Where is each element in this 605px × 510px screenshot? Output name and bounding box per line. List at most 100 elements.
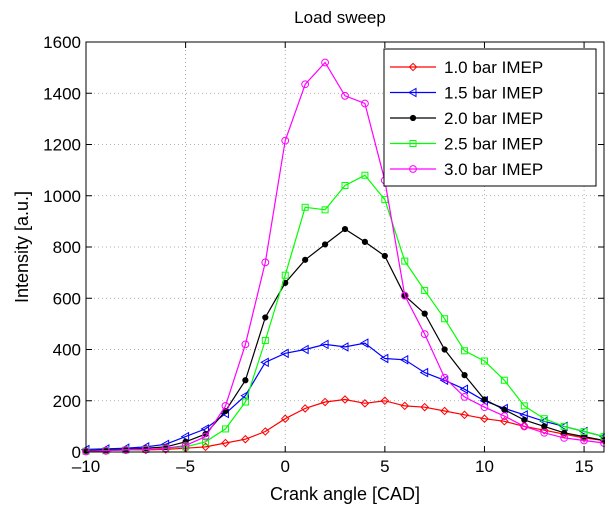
data-point	[460, 393, 469, 401]
y-tick-label: 0	[72, 443, 81, 462]
data-point	[560, 434, 569, 442]
legend-label: 1.5 bar IMEP	[444, 84, 543, 103]
legend-label: 1.0 bar IMEP	[444, 58, 543, 77]
data-point	[141, 445, 150, 454]
data-point	[540, 415, 548, 423]
y-axis: 0 200 400 600 800 1000 1200 1400 1600	[43, 33, 604, 462]
data-point	[541, 423, 548, 430]
data-point	[461, 347, 469, 355]
data-point	[401, 257, 409, 265]
data-point	[520, 402, 528, 410]
y-axis-label: Intensity [a.u.]	[12, 191, 32, 303]
data-point	[420, 330, 429, 339]
x-axis-label: Crank angle [CAD]	[270, 484, 420, 504]
data-point	[261, 258, 270, 267]
data-point	[121, 446, 130, 454]
data-point	[320, 339, 329, 350]
data-point	[560, 422, 568, 430]
data-point	[580, 436, 588, 445]
data-point	[221, 425, 229, 433]
y-tick-label: 1200	[43, 136, 81, 155]
data-point	[440, 406, 449, 416]
data-point	[360, 399, 370, 408]
series-line	[85, 342, 605, 450]
data-point	[300, 404, 310, 413]
y-tick-label: 200	[53, 392, 81, 411]
x-tick-label: –5	[176, 457, 195, 476]
data-point	[280, 414, 290, 423]
data-point	[461, 372, 468, 379]
data-point	[539, 425, 549, 435]
data-point	[580, 428, 588, 435]
data-point	[320, 397, 330, 407]
data-point	[321, 206, 329, 214]
data-point	[440, 373, 449, 382]
data-point	[262, 314, 269, 321]
data-point	[520, 422, 529, 431]
data-point	[400, 291, 409, 300]
legend: 1.0 bar IMEP 1.5 bar IMEP 2.0 bar IMEP 2.5 …	[383, 48, 597, 187]
data-point	[441, 315, 449, 323]
chart-title: Load sweep	[294, 8, 386, 27]
legend-entry: 2.0 bar IMEP	[390, 109, 543, 128]
data-point	[460, 410, 469, 420]
data-point	[441, 346, 448, 353]
data-point	[419, 367, 429, 378]
data-point	[281, 271, 289, 279]
data-point	[221, 401, 230, 410]
data-point	[400, 401, 410, 411]
x-tick-label: 10	[475, 457, 494, 476]
data-point	[521, 416, 528, 424]
data-point	[399, 354, 409, 365]
legend-marker	[407, 87, 417, 98]
data-point	[380, 396, 390, 406]
data-point	[359, 338, 369, 348]
data-point	[260, 357, 269, 368]
legend-entry: 2.5 bar IMEP	[390, 135, 543, 154]
data-point	[500, 376, 508, 384]
data-point	[281, 136, 290, 145]
data-point	[361, 238, 369, 245]
legend-entry: 1.0 bar IMEP	[390, 58, 543, 77]
legend-label: 3.0 bar IMEP	[444, 160, 543, 179]
data-point	[301, 203, 309, 211]
data-point	[341, 91, 349, 100]
data-point	[201, 442, 210, 452]
data-point	[200, 424, 210, 434]
legend-entry: 3.0 bar IMEP	[390, 160, 543, 179]
data-point	[321, 241, 329, 248]
data-point	[459, 384, 469, 395]
data-point	[500, 416, 509, 426]
data-point	[480, 357, 488, 365]
series-line	[86, 398, 605, 452]
data-point	[202, 438, 210, 446]
data-point	[381, 252, 388, 260]
legend-marker	[409, 165, 417, 173]
data-point	[340, 395, 350, 404]
data-point	[421, 287, 429, 295]
data-point	[261, 337, 269, 345]
legend-entry: 1.5 bar IMEP	[390, 84, 543, 103]
data-point	[480, 414, 489, 423]
series-line	[85, 61, 605, 453]
y-tick-label: 1600	[43, 33, 81, 52]
data-point	[301, 80, 310, 89]
data-point	[180, 431, 190, 442]
y-tick-label: 600	[53, 289, 81, 308]
data-point	[339, 342, 349, 352]
legend-marker	[408, 62, 418, 72]
legend-marker	[409, 114, 417, 122]
x-tick-label: 0	[280, 457, 289, 476]
data-point	[420, 402, 429, 412]
x-axis: –10 –5 0 5 10 15	[72, 42, 594, 476]
series-layer	[80, 58, 605, 456]
x-tick-label: –10	[72, 457, 100, 476]
legend-label: 2.5 bar IMEP	[444, 135, 543, 154]
data-point	[241, 398, 249, 406]
data-point	[242, 377, 249, 384]
data-point	[540, 428, 549, 437]
data-point	[240, 390, 249, 401]
data-point	[280, 348, 289, 359]
y-tick-label: 800	[53, 238, 81, 257]
